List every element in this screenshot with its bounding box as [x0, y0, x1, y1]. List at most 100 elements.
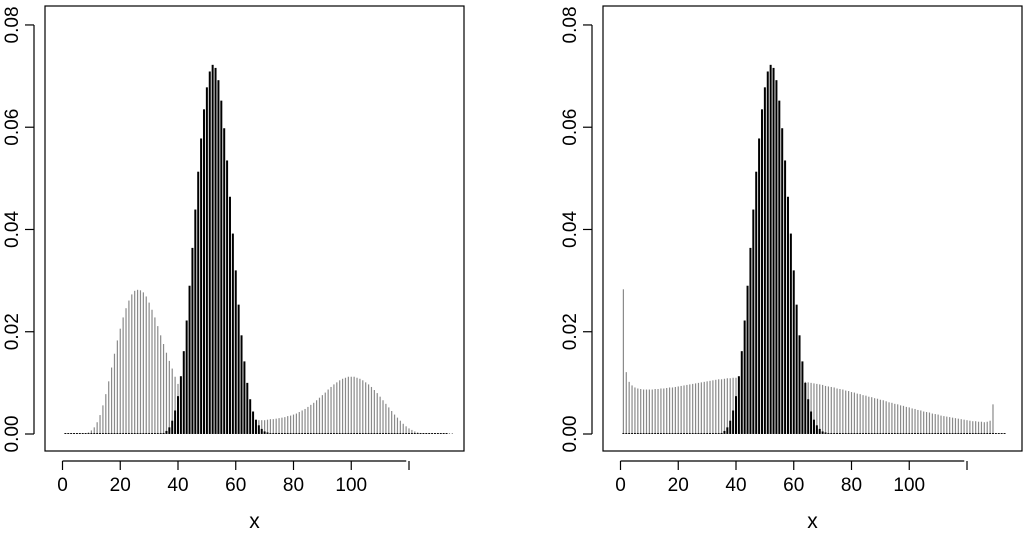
- bar-mark: [818, 428, 821, 434]
- bar-mark: [922, 433, 925, 434]
- bar-mark: [648, 389, 650, 434]
- bar-mark: [408, 433, 410, 434]
- bar-mark: [631, 385, 633, 434]
- bar-mark: [836, 388, 838, 434]
- bar-mark: [991, 433, 994, 434]
- bar-mark: [90, 433, 93, 434]
- bar-mark: [703, 433, 706, 434]
- bar-mark: [816, 383, 818, 434]
- bar-mark: [359, 378, 361, 434]
- bar-mark: [81, 433, 84, 434]
- bar-mark: [827, 386, 829, 434]
- bar-mark: [316, 400, 318, 434]
- bar-mark: [70, 433, 73, 434]
- bar-mark: [720, 379, 723, 434]
- bar-mark: [841, 433, 844, 434]
- bar-mark: [159, 433, 162, 434]
- bar-mark: [637, 388, 639, 434]
- bar-mark: [217, 80, 220, 435]
- bar-mark: [821, 431, 824, 434]
- bar-mark: [668, 433, 671, 434]
- bar-mark: [419, 433, 422, 434]
- bar-mark: [795, 304, 798, 434]
- bar-mark: [272, 419, 274, 434]
- bar-mark: [622, 433, 625, 434]
- bar-mark: [749, 247, 752, 434]
- bar-mark: [327, 389, 329, 434]
- bar-mark: [261, 420, 263, 434]
- bar-mark: [220, 100, 223, 435]
- y-tick-label: 0.04: [2, 211, 23, 248]
- bar-mark: [153, 433, 156, 434]
- bar-mark: [729, 378, 731, 434]
- bar-mark: [942, 433, 945, 434]
- bar-mark: [370, 433, 373, 434]
- bar-mark: [645, 389, 648, 434]
- bar-mark: [714, 433, 717, 434]
- bar-mark: [127, 433, 130, 434]
- bar-mark: [873, 433, 876, 434]
- bar-mark: [994, 433, 997, 434]
- bar-mark: [671, 433, 674, 434]
- bar-mark: [162, 344, 165, 434]
- bar-mark: [194, 209, 197, 434]
- bar-mark: [775, 80, 778, 435]
- bar-mark: [986, 421, 988, 434]
- bar-mark: [321, 395, 323, 434]
- bar-mark: [680, 385, 682, 434]
- bar-mark: [654, 433, 657, 434]
- x-tick-label: 60: [225, 475, 246, 496]
- bar-mark: [657, 389, 659, 434]
- bar-mark: [139, 433, 142, 434]
- bar-mark: [122, 433, 125, 434]
- bar-mark: [896, 433, 899, 434]
- bar-mark: [231, 233, 234, 434]
- bar-mark: [174, 410, 177, 434]
- bar-mark: [784, 160, 787, 434]
- bar-mark: [908, 433, 911, 434]
- bar-mark: [980, 421, 983, 434]
- bar-mark: [625, 433, 628, 434]
- bar-mark: [685, 433, 688, 434]
- bar-mark: [824, 432, 827, 434]
- bar-mark: [911, 433, 914, 434]
- bar-mark: [157, 326, 159, 434]
- bar-mark: [228, 196, 231, 434]
- bar-mark: [636, 433, 639, 434]
- bar-mark: [96, 422, 98, 434]
- bar-mark: [110, 433, 113, 434]
- bar-mark: [937, 414, 939, 434]
- bar-mark: [361, 433, 364, 434]
- bar-mark: [766, 71, 769, 435]
- bar-mark: [726, 427, 729, 434]
- bar-mark: [376, 433, 379, 434]
- bar-mark: [631, 433, 634, 434]
- bar-mark: [666, 387, 668, 434]
- bar-mark: [174, 376, 176, 434]
- bar-mark: [972, 421, 974, 434]
- bar-mark: [876, 433, 879, 434]
- bar-mark: [853, 392, 855, 434]
- bar-mark: [385, 403, 387, 434]
- bar-mark: [665, 433, 668, 434]
- bar-mark: [243, 361, 246, 434]
- bar-mark: [758, 138, 761, 434]
- bar-mark: [364, 433, 367, 434]
- x-axis: 0 20 40 60 80 100 x: [57, 460, 410, 533]
- bar-mark: [130, 433, 133, 434]
- bar-mark: [136, 289, 139, 434]
- plot-frame: [602, 5, 1023, 452]
- bar-mark: [370, 386, 373, 434]
- bar-mark: [663, 388, 665, 434]
- bar-mark: [804, 382, 807, 434]
- bar-mark: [963, 433, 966, 434]
- x-tick-label: 100: [893, 475, 925, 496]
- bar-mark: [928, 433, 931, 434]
- bar-mark: [772, 67, 775, 434]
- bar-mark: [885, 401, 887, 434]
- bar-mark: [134, 290, 136, 434]
- bar-mark: [931, 413, 933, 434]
- bar-mark: [350, 433, 353, 434]
- bar-mark: [379, 396, 381, 434]
- bar-mark: [899, 405, 902, 434]
